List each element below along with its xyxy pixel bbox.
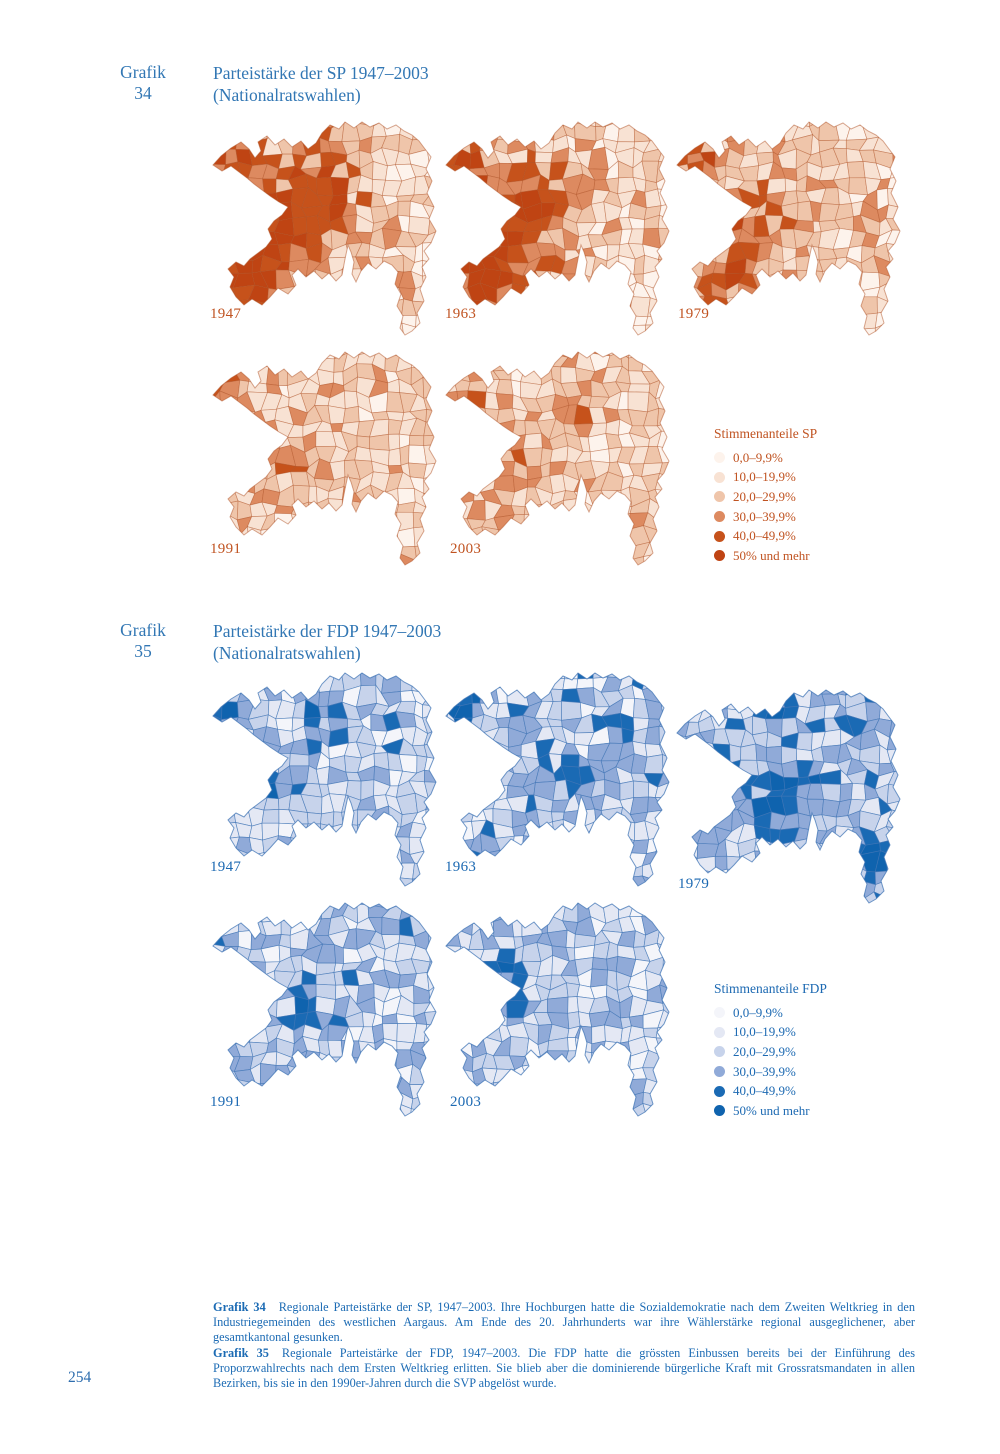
legend-bin-label: 20,0–29,9% [733,1043,796,1059]
caption-text: Regionale Parteistärke der FDP, 1947–200… [213,1345,915,1391]
legend-item: 10,0–19,9% [714,1023,827,1043]
figure-number-label: Grafik 34 [107,62,179,104]
figure-title-line2: (Nationalratswahlen) [213,85,361,105]
legend-swatch [714,1026,725,1038]
year-label-sp-1991: 1991 [210,541,242,557]
legend-item: 50% und mehr [714,546,817,566]
legend-bin-label: 50% und mehr [733,1102,810,1118]
year-label-sp-2003: 2003 [450,541,482,557]
legend-bin-label: 20,0–29,9% [733,488,796,504]
map-fdp-2003 [438,900,673,1118]
legend-swatch [714,452,725,464]
legend-swatch [714,1007,725,1019]
legend-bin-label: 30,0–39,9% [733,1063,796,1079]
legend-bin-label: 10,0–19,9% [733,469,796,485]
legend-bin-label: 0,0–9,9% [733,449,783,465]
figure-title-line1: Parteistärke der FDP 1947–2003 [213,621,442,641]
caption-grafik-35: Grafik 35 Regionale Parteistärke der FDP,… [213,1346,915,1392]
figure-label-number: 34 [134,83,152,103]
figure-label-word: Grafik [120,620,166,640]
year-label-fdp-2003: 2003 [450,1094,482,1110]
legend-swatch [714,550,725,562]
figure-label-word: Grafik [120,62,166,82]
legend-item: 40,0–49,9% [714,1081,827,1101]
legend-item: 40,0–49,9% [714,526,817,546]
caption-label: Grafik 34 [213,1300,266,1314]
legend-item: 30,0–39,9% [714,1062,827,1082]
map-sp-1991 [205,349,440,567]
year-label-fdp-1963: 1963 [445,859,477,875]
caption-text: Regionale Parteistärke der SP, 1947–2003… [213,1300,915,1345]
legend-item: 0,0–9,9% [714,448,817,468]
map-fdp-1979 [669,687,904,905]
legend-bin-label: 50% und mehr [733,547,810,563]
legend-bin-label: 10,0–19,9% [733,1024,796,1040]
legend-swatch [714,491,725,503]
caption-label: Grafik 35 [213,1345,269,1360]
legend-item: 10,0–19,9% [714,468,817,488]
legend-swatch [714,1085,725,1097]
map-fdp-1947 [205,670,440,888]
year-label-sp-1963: 1963 [445,306,477,322]
figure-captions: Grafik 34 Regionale Parteistärke der SP, … [213,1300,915,1391]
year-label-sp-1947: 1947 [210,306,242,322]
legend-item: 50% und mehr [714,1101,827,1121]
map-sp-2003 [438,349,673,567]
legend-bin-label: 40,0–49,9% [733,1083,796,1099]
legend-item: 30,0–39,9% [714,507,817,527]
figure-title-line2: (Nationalratswahlen) [213,643,361,663]
legend-swatch [714,1066,725,1078]
figure-title-line1: Parteistärke der SP 1947–2003 [213,63,429,83]
figure-label-number: 35 [134,641,152,661]
year-label-fdp-1979: 1979 [678,876,710,892]
legend-swatch [714,530,725,542]
legend-item: 20,0–29,9% [714,1042,827,1062]
year-label-fdp-1991: 1991 [210,1094,242,1110]
legend-swatch [714,1105,725,1117]
year-label-fdp-1947: 1947 [210,859,242,875]
map-sp-1947 [205,119,440,337]
legend-sp: Stimmenanteile SP 0,0–9,9% 10,0–19,9% 20… [714,426,817,566]
legend-item: 20,0–29,9% [714,487,817,507]
legend-bin-label: 0,0–9,9% [733,1004,783,1020]
legend-fdp: Stimmenanteile FDP 0,0–9,9% 10,0–19,9% 2… [714,981,827,1121]
map-sp-1963 [438,119,673,337]
legend-item: 0,0–9,9% [714,1003,827,1023]
page-number: 254 [68,1369,92,1386]
figure-number-label: Grafik 35 [107,620,179,662]
map-fdp-1991 [205,900,440,1118]
legend-bin-label: 40,0–49,9% [733,528,796,544]
legend-title: Stimmenanteile FDP [714,981,827,996]
legend-swatch [714,1046,725,1058]
map-sp-1979 [669,119,904,337]
figure-title: Parteistärke der SP 1947–2003 (Nationalr… [213,62,429,106]
year-label-sp-1979: 1979 [678,306,710,322]
legend-swatch [714,511,725,523]
legend-bin-label: 30,0–39,9% [733,508,796,524]
legend-swatch [714,471,725,483]
map-fdp-1963 [438,670,673,888]
caption-grafik-34: Grafik 34 Regionale Parteistärke der SP, … [213,1300,915,1346]
legend-title: Stimmenanteile SP [714,426,818,441]
figure-title: Parteistärke der FDP 1947–2003 (National… [213,620,441,664]
